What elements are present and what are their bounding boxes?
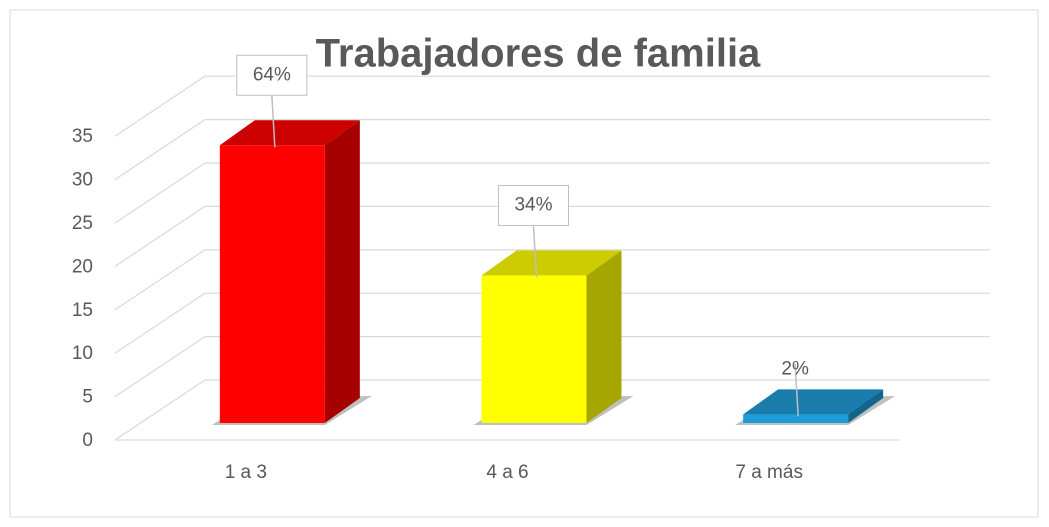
y-tick-label: 10: [72, 343, 93, 364]
bar-side: [324, 120, 360, 424]
chart-title: Trabajadores de familia: [316, 32, 761, 76]
label-leader: [271, 95, 276, 148]
y-tick-label: 25: [72, 213, 93, 234]
y-tick-label: 15: [72, 300, 93, 321]
grid-line: [114, 249, 206, 311]
y-tick-label: 0: [82, 430, 93, 451]
label-leader: [794, 364, 799, 417]
grid-line: [114, 336, 206, 398]
grid-line: [114, 292, 206, 354]
bar: [481, 275, 587, 423]
bar-side: [848, 389, 884, 423]
grid-line: [114, 162, 206, 224]
bar-side: [586, 250, 622, 423]
y-tick-label: 35: [72, 126, 93, 147]
y-tick-label: 20: [72, 256, 93, 277]
y-tick-label: 5: [82, 387, 93, 408]
label-box: [236, 54, 308, 96]
bar: [743, 414, 849, 423]
data-label: 64%: [253, 64, 291, 85]
bar-top: [481, 250, 622, 276]
data-label: 34%: [514, 194, 552, 215]
grid-line: [114, 379, 206, 441]
x-tick-label: 1 a 3: [225, 462, 267, 483]
grid-line: [114, 119, 206, 181]
label-leader: [532, 225, 538, 278]
bar-top: [743, 389, 884, 415]
x-tick-label: 4 a 6: [486, 462, 528, 483]
bar-top: [219, 120, 360, 146]
y-tick-label: 30: [72, 170, 93, 191]
bar: [219, 145, 325, 424]
x-tick-label: 7 a más: [735, 462, 803, 483]
data-label: 2%: [781, 358, 809, 379]
grid-line: [114, 205, 206, 267]
label-box: [498, 184, 569, 226]
grid-line: [114, 75, 206, 137]
